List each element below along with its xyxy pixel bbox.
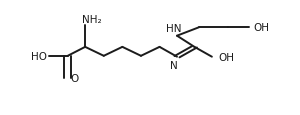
Text: O: O (70, 73, 79, 83)
Text: HO: HO (31, 51, 47, 61)
Text: OH: OH (254, 23, 270, 33)
Text: HN: HN (167, 24, 182, 34)
Text: OH: OH (218, 52, 234, 62)
Text: N: N (170, 60, 178, 70)
Text: NH₂: NH₂ (82, 14, 102, 24)
